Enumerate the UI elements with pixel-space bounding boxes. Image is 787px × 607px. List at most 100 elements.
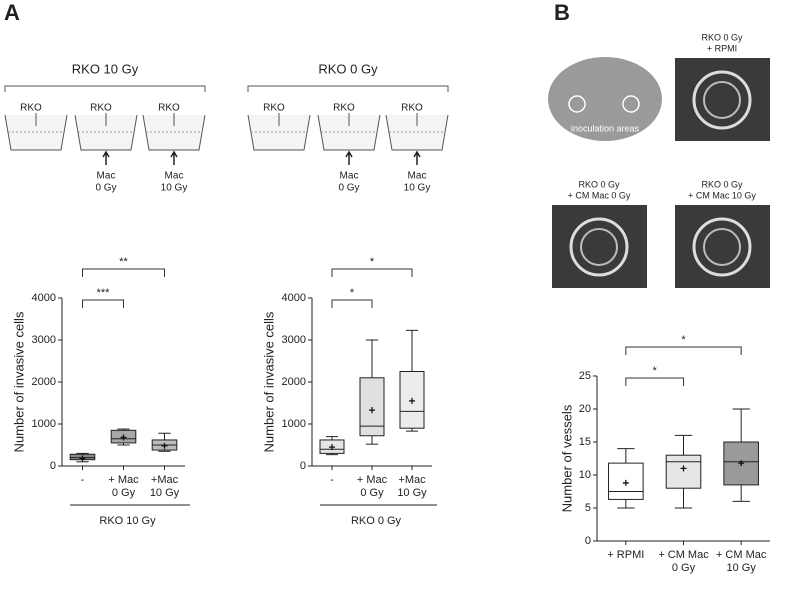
y-axis-label: Number of invasive cells bbox=[11, 311, 26, 452]
bracket bbox=[247, 85, 449, 92]
image-caption: + CM Mac 0 Gy bbox=[568, 190, 631, 200]
significance-bracket bbox=[625, 377, 684, 386]
ring bbox=[703, 81, 741, 119]
y-tick-label: 20 bbox=[579, 403, 591, 415]
y-axis-label: Number of vessels bbox=[559, 404, 574, 512]
mean-marker bbox=[329, 444, 335, 451]
mac-label: Mac bbox=[340, 171, 359, 182]
inoculation-label: inoculation areas bbox=[571, 123, 640, 133]
well-label: RKO bbox=[333, 103, 355, 114]
mac-label: Mac bbox=[165, 171, 184, 182]
y-tick-label: 15 bbox=[579, 436, 591, 448]
setup-title: RKO 0 Gy bbox=[318, 61, 378, 76]
y-tick-label: 0 bbox=[585, 535, 591, 547]
x-tick-label: - bbox=[330, 474, 334, 486]
x-tick-label: +Mac bbox=[151, 474, 179, 486]
mean-marker bbox=[369, 407, 375, 414]
mac-label: Mac bbox=[97, 171, 116, 182]
significance-label: * bbox=[370, 256, 375, 268]
mac-label: 10 Gy bbox=[161, 183, 188, 194]
mean-marker bbox=[680, 465, 687, 472]
panel-label: A bbox=[4, 0, 20, 25]
y-tick-label: 4000 bbox=[32, 292, 56, 304]
egg-image bbox=[548, 57, 662, 141]
mean-marker bbox=[409, 397, 415, 404]
x-tick-label: + CM Mac bbox=[716, 549, 767, 561]
y-tick-label: 3000 bbox=[282, 334, 306, 346]
ring bbox=[580, 228, 618, 266]
mean-marker bbox=[161, 442, 168, 449]
image-caption: RKO 0 Gy bbox=[701, 179, 743, 189]
y-tick-label: 0 bbox=[50, 460, 56, 472]
y-tick-label: 1000 bbox=[32, 418, 56, 430]
mac-label: 0 Gy bbox=[338, 183, 359, 194]
mean-marker bbox=[622, 479, 629, 486]
y-tick-label: 4000 bbox=[282, 292, 306, 304]
x-tick-label: 0 Gy bbox=[112, 487, 136, 499]
y-axis-label: Number of invasive cells bbox=[261, 311, 276, 452]
y-tick-label: 1000 bbox=[282, 418, 306, 430]
y-tick-label: 3000 bbox=[32, 334, 56, 346]
x-tick-label: + Mac bbox=[357, 474, 388, 486]
group-label: RKO 10 Gy bbox=[99, 515, 156, 527]
box bbox=[665, 454, 702, 489]
y-tick-label: 2000 bbox=[32, 376, 56, 388]
significance-label: *** bbox=[97, 287, 111, 299]
well-label: RKO bbox=[401, 103, 423, 114]
y-tick-label: 10 bbox=[579, 469, 591, 481]
inoculation-spot bbox=[622, 95, 640, 113]
image-caption: RKO 0 Gy bbox=[701, 32, 743, 42]
arrow-up bbox=[102, 150, 110, 165]
mean-marker bbox=[738, 460, 745, 467]
y-tick-label: 2000 bbox=[282, 376, 306, 388]
mac-label: Mac bbox=[408, 171, 427, 182]
box bbox=[359, 377, 385, 437]
x-tick-label: 0 Gy bbox=[360, 487, 384, 499]
x-tick-label: 10 Gy bbox=[397, 487, 427, 499]
x-tick-label: 0 Gy bbox=[672, 562, 696, 574]
x-tick-label: 10 Gy bbox=[726, 562, 756, 574]
ring bbox=[703, 228, 741, 266]
significance-bracket bbox=[82, 268, 165, 277]
well-label: RKO bbox=[263, 103, 285, 114]
well-label: RKO bbox=[20, 103, 42, 114]
arrow-up bbox=[413, 150, 421, 165]
arrow-up bbox=[345, 150, 353, 165]
mac-label: 10 Gy bbox=[404, 183, 431, 194]
x-tick-label: - bbox=[81, 474, 85, 486]
x-tick-label: 10 Gy bbox=[150, 487, 180, 499]
x-tick-label: + RPMI bbox=[607, 549, 644, 561]
significance-bracket bbox=[82, 299, 124, 308]
y-tick-label: 0 bbox=[300, 460, 306, 472]
significance-bracket bbox=[331, 299, 373, 308]
group-label: RKO 0 Gy bbox=[351, 515, 402, 527]
significance-label: * bbox=[653, 365, 658, 377]
panel-label: B bbox=[554, 0, 570, 25]
setup-title: RKO 10 Gy bbox=[72, 61, 139, 76]
ring bbox=[569, 217, 629, 277]
well-label: RKO bbox=[158, 103, 180, 114]
significance-label: * bbox=[350, 287, 355, 299]
inoculation-spot bbox=[568, 95, 586, 113]
mac-label: 0 Gy bbox=[95, 183, 116, 194]
y-tick-label: 5 bbox=[585, 502, 591, 514]
significance-bracket bbox=[331, 268, 413, 277]
ring bbox=[692, 70, 752, 130]
significance-label: ** bbox=[119, 256, 128, 268]
mean-marker bbox=[120, 434, 127, 441]
x-tick-label: + Mac bbox=[108, 474, 139, 486]
significance-label: * bbox=[681, 334, 686, 346]
x-tick-label: +Mac bbox=[398, 474, 426, 486]
well-label: RKO bbox=[90, 103, 112, 114]
image-caption: RKO 0 Gy bbox=[578, 179, 620, 189]
y-tick-label: 25 bbox=[579, 370, 591, 382]
image-caption: + RPMI bbox=[707, 43, 737, 53]
arrow-up bbox=[170, 150, 178, 165]
image-caption: + CM Mac 10 Gy bbox=[688, 190, 756, 200]
ring bbox=[692, 217, 752, 277]
x-tick-label: + CM Mac bbox=[658, 549, 709, 561]
bracket bbox=[4, 85, 206, 92]
mean-marker bbox=[79, 455, 86, 462]
significance-bracket bbox=[625, 346, 742, 355]
